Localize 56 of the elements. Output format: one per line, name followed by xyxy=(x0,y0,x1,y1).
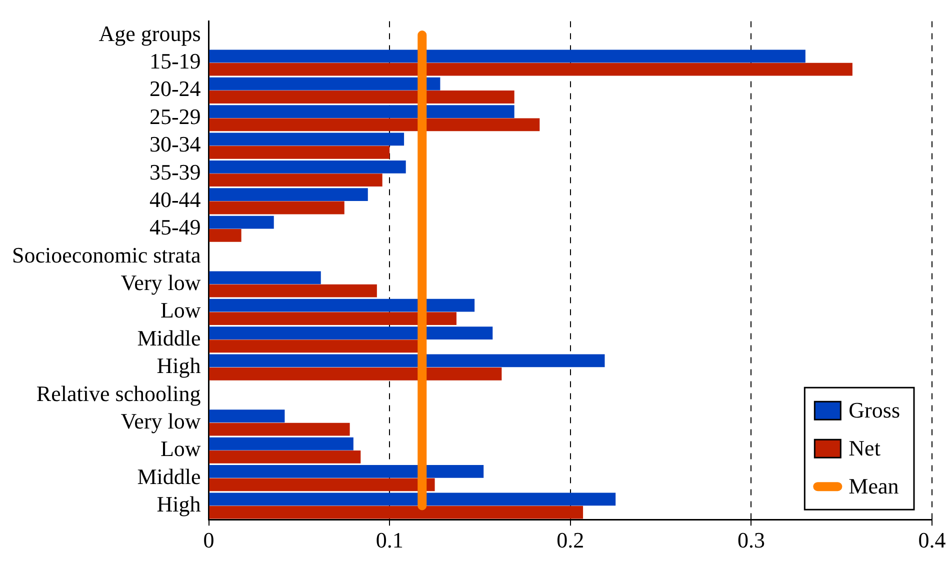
bar xyxy=(209,465,484,478)
y-tick-label: Middle xyxy=(137,325,201,350)
bar xyxy=(209,298,475,312)
bar xyxy=(209,326,493,340)
bar xyxy=(209,132,404,146)
y-tick-label: High xyxy=(156,492,201,517)
y-tick-label: Age groups xyxy=(98,20,201,46)
y-tick-label: 40-44 xyxy=(149,186,201,212)
y-tick-label: Very low xyxy=(120,270,201,296)
bar xyxy=(209,284,377,298)
y-tick-label: 15-19 xyxy=(149,48,201,74)
bar xyxy=(209,62,852,76)
bar xyxy=(209,229,242,242)
y-tick-label: 45-49 xyxy=(149,214,201,240)
bar xyxy=(209,492,616,506)
y-tick-label: Relative schooling xyxy=(36,380,201,406)
bar xyxy=(209,422,350,436)
y-tick-label: 35-39 xyxy=(149,159,201,184)
bar xyxy=(209,506,584,519)
x-tick-label: 0.4 xyxy=(918,528,946,553)
bar xyxy=(209,105,514,118)
bar xyxy=(209,450,361,464)
y-tick-label: Low xyxy=(160,298,201,323)
y-tick-label: Very low xyxy=(120,408,201,434)
bar xyxy=(209,118,540,132)
y-tick-label: Socioeconomic strata xyxy=(12,242,201,268)
x-tick-label: 0 xyxy=(203,528,214,553)
bar xyxy=(209,340,419,353)
bar xyxy=(209,354,605,368)
bar xyxy=(209,160,406,174)
bar xyxy=(209,367,502,380)
bar xyxy=(209,312,456,325)
bar xyxy=(209,146,390,159)
x-tick-label: 0.3 xyxy=(737,528,765,553)
x-tick-label: 0.1 xyxy=(376,528,404,553)
bar xyxy=(209,478,435,492)
bar xyxy=(209,201,344,214)
legend-label: Mean xyxy=(848,473,899,498)
y-tick-label: Low xyxy=(160,436,201,462)
bar xyxy=(209,90,514,104)
legend-label: Net xyxy=(848,435,880,460)
y-tick-label: Middle xyxy=(137,464,201,489)
bar xyxy=(209,437,354,450)
y-tick-label: 30-34 xyxy=(149,132,201,157)
bar xyxy=(209,50,806,63)
bar xyxy=(209,271,321,284)
bar xyxy=(209,174,382,187)
y-tick-label: 20-24 xyxy=(149,76,201,102)
y-tick-label: High xyxy=(156,353,201,378)
bar xyxy=(209,216,274,229)
bar xyxy=(209,410,285,423)
bar xyxy=(209,77,440,90)
y-tick-label: 25-29 xyxy=(149,104,201,129)
legend-label: Gross xyxy=(848,397,900,422)
x-tick-label: 0.2 xyxy=(556,528,584,553)
bar xyxy=(209,188,368,202)
